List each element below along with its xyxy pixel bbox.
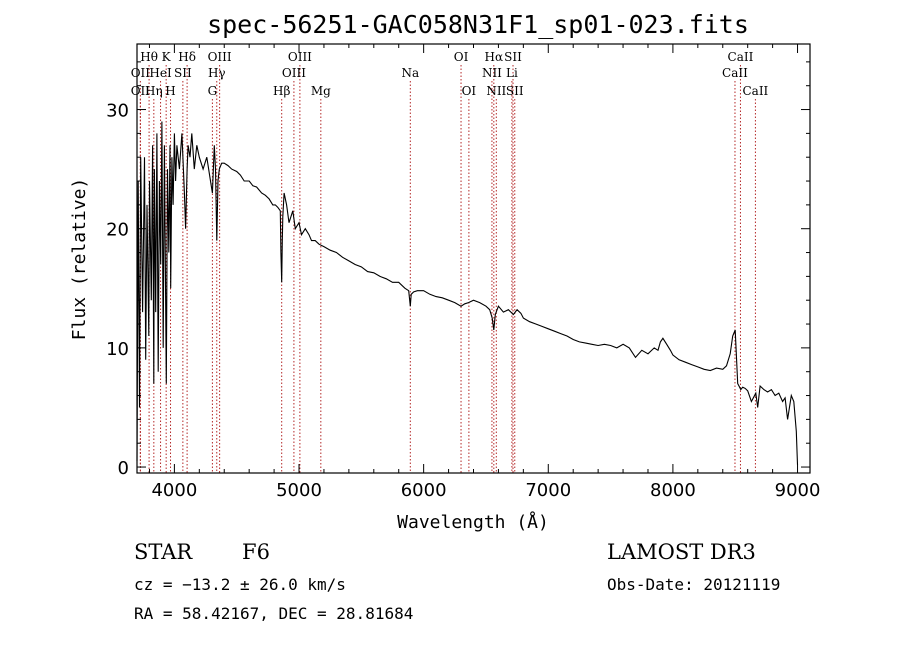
line-label-4: K	[162, 50, 172, 64]
line-label-7: SII	[174, 66, 192, 80]
y-tick-label-3: 30	[106, 101, 129, 122]
x-tick-label-0: 4000	[151, 480, 197, 501]
line-label-14: OIII	[282, 66, 306, 80]
line-label-15: Mg	[311, 84, 331, 98]
line-label-24: SII	[506, 84, 524, 98]
line-label-5: HeI	[149, 66, 172, 80]
line-label-21: NII	[486, 84, 506, 98]
line-label-3: Hη	[145, 84, 163, 98]
line-label-9: OIII	[208, 50, 232, 64]
line-label-12: Hβ	[273, 84, 290, 98]
object-class: STAR	[134, 540, 193, 564]
x-tick-label-2: 6000	[401, 480, 447, 501]
line-label-18: OI	[462, 84, 477, 98]
line-label-25: CaII	[728, 50, 754, 64]
y-tick-label-1: 10	[106, 339, 129, 360]
y-axis-label: Flux (relative)	[69, 178, 90, 341]
emission-line-markers	[139, 65, 756, 473]
survey-name: LAMOST DR3	[607, 540, 756, 564]
line-label-26: CaII	[722, 66, 748, 80]
line-label-1: OII	[131, 66, 151, 80]
spectrum-line	[136, 121, 799, 465]
y-tick-label-0: 0	[118, 458, 129, 479]
x-axis-label: Wavelength (Å)	[397, 511, 549, 533]
line-label-13: OIII	[288, 50, 312, 64]
line-label-11: G	[208, 84, 218, 98]
line-label-19: Hα	[485, 50, 504, 64]
line-label-0: Hθ	[140, 50, 158, 64]
x-tick-label-3: 7000	[525, 480, 571, 501]
x-tick-label-1: 5000	[276, 480, 322, 501]
obs-date: Obs-Date: 20121119	[607, 575, 780, 594]
line-label-2: OII	[131, 84, 151, 98]
line-label-10: Hγ	[208, 66, 226, 80]
line-label-22: SII	[504, 50, 522, 64]
line-label-6: H	[165, 84, 175, 98]
line-label-16: Na	[401, 66, 419, 80]
y-tick-label-2: 20	[106, 220, 129, 241]
line-label-20: NII	[482, 66, 502, 80]
line-label-8: Hδ	[178, 50, 196, 64]
line-label-27: CaII	[742, 84, 768, 98]
x-axis-ticks: 4000 5000 6000 7000 8000 9000	[148, 44, 821, 501]
x-tick-label-4: 8000	[650, 480, 696, 501]
y-axis-ticks: 0 10 20 30	[106, 61, 810, 479]
line-label-23: Li	[506, 66, 518, 80]
coordinates: RA = 58.42167, DEC = 28.81684	[134, 604, 413, 623]
redshift-cz: cz = −13.2 ± 26.0 km/s	[134, 575, 346, 594]
line-label-17: OI	[454, 50, 469, 64]
object-subclass: F6	[242, 540, 270, 564]
x-tick-label-5: 9000	[775, 480, 821, 501]
chart-title: spec-56251-GAC058N31F1_sp01-023.fits	[207, 10, 749, 39]
